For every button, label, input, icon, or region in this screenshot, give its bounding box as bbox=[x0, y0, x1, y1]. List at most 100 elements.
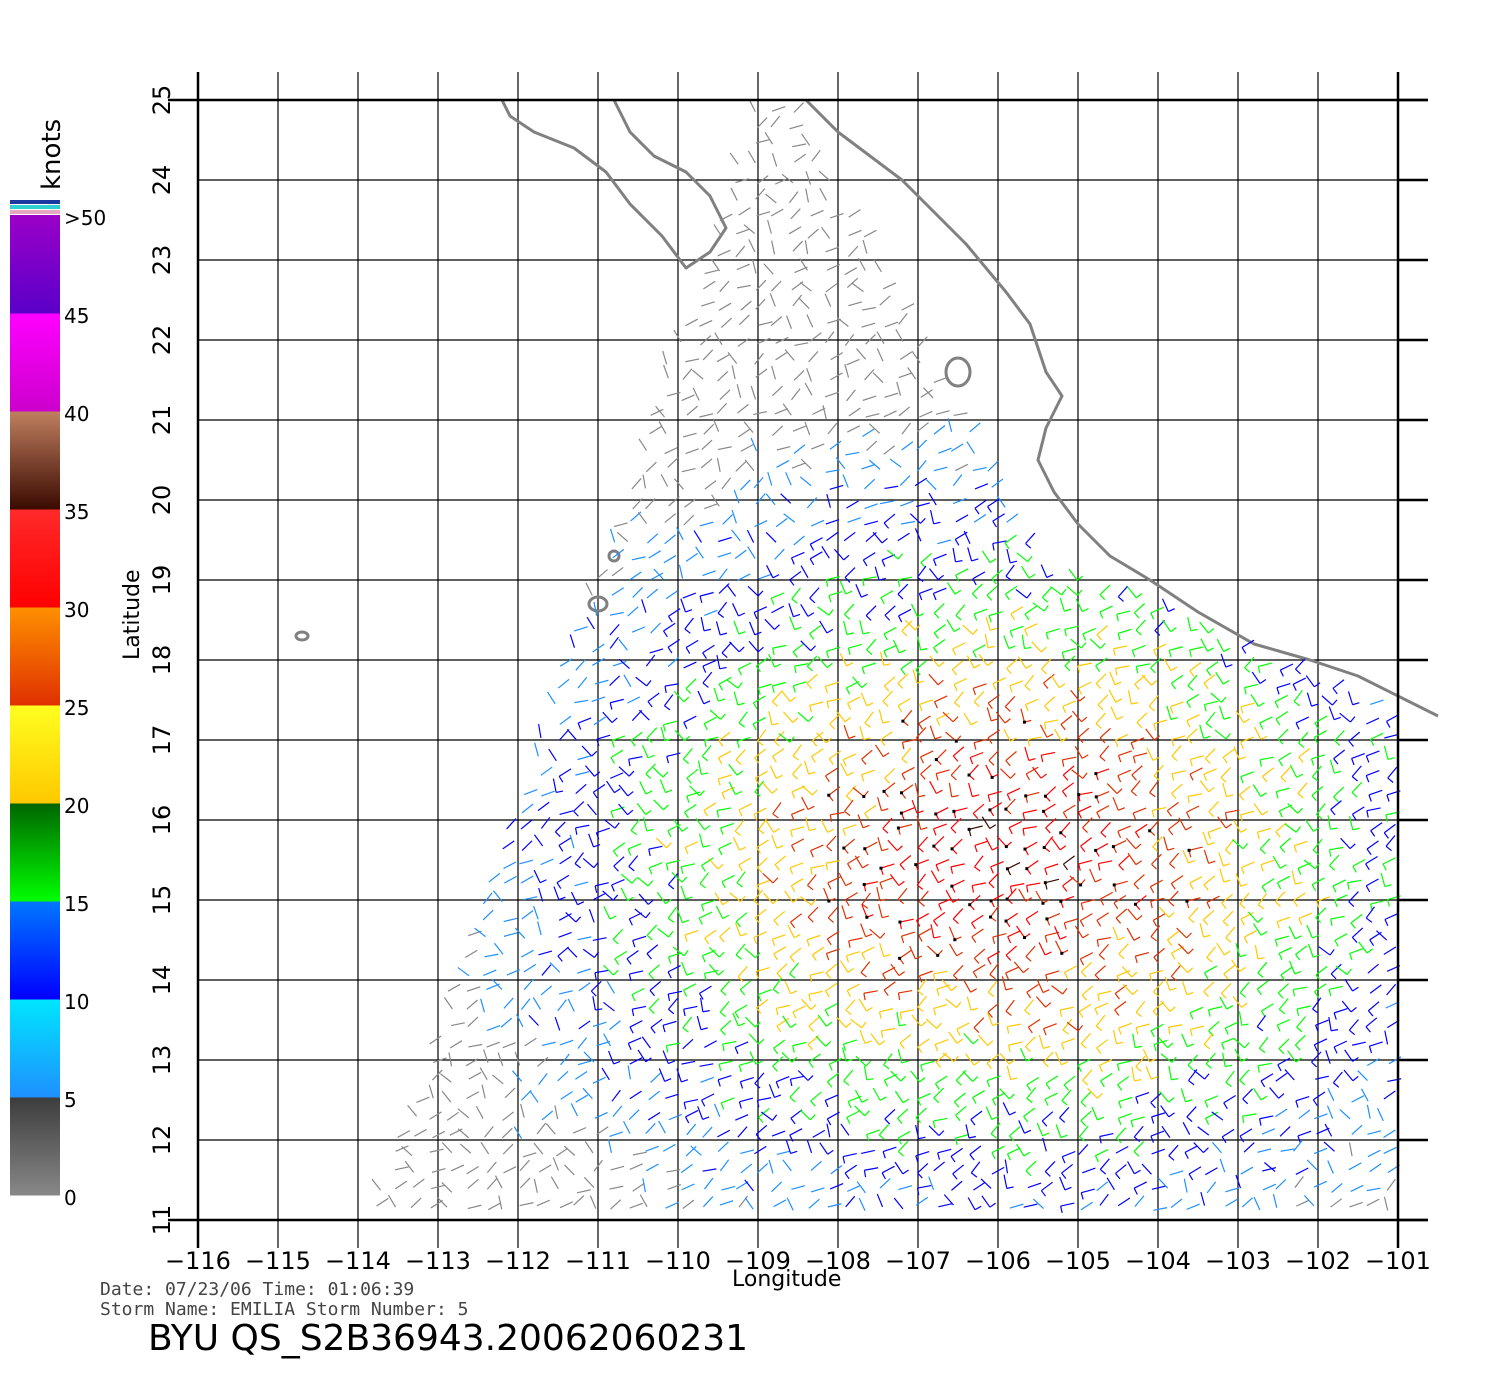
wind-vector bbox=[1269, 1087, 1280, 1099]
wind-vector bbox=[1277, 1057, 1291, 1066]
wind-barb-tick bbox=[1061, 737, 1068, 742]
wind-vector bbox=[718, 731, 731, 742]
wind-vector bbox=[516, 1014, 524, 1028]
wind-barb-tick bbox=[756, 1007, 762, 1014]
wind-barb-tick bbox=[614, 958, 620, 966]
wind-vector bbox=[736, 263, 750, 271]
wind-vector bbox=[826, 860, 840, 864]
wind-barb-tick bbox=[1239, 966, 1246, 972]
wind-vector bbox=[1298, 912, 1313, 919]
wind-vector bbox=[511, 1070, 523, 1082]
wind-vector bbox=[868, 423, 881, 434]
wind-vector bbox=[763, 892, 774, 904]
wind-vector bbox=[1324, 1123, 1333, 1137]
wind-vector bbox=[1312, 997, 1322, 1010]
wind-vector bbox=[878, 1124, 890, 1136]
wind-vector bbox=[1293, 1139, 1303, 1152]
wind-vector bbox=[950, 443, 964, 452]
wind-barb-tick bbox=[794, 626, 802, 631]
wind-barb-tick bbox=[1025, 543, 1032, 549]
wind-vector bbox=[884, 485, 899, 490]
wind-vector bbox=[830, 1165, 843, 1175]
wind-vector bbox=[1207, 826, 1222, 833]
wind-vector bbox=[830, 352, 844, 361]
wind-vector bbox=[969, 1145, 982, 1155]
wind-vector bbox=[826, 835, 837, 847]
wind-barb-tick bbox=[1333, 1012, 1337, 1020]
wind-vector bbox=[1261, 1128, 1276, 1135]
wind-barb-tick bbox=[701, 1099, 706, 1107]
wind-barb-tick bbox=[595, 832, 600, 840]
wind-barb-tick bbox=[737, 668, 743, 676]
wind-vector bbox=[843, 620, 848, 635]
wind-barb-tick bbox=[612, 938, 619, 945]
wind-barb-tick bbox=[1134, 1079, 1142, 1082]
wind-barb-tick bbox=[1080, 971, 1087, 978]
wind-barb-tick bbox=[881, 1172, 886, 1180]
wind-vector bbox=[791, 808, 805, 815]
wind-vector bbox=[1133, 1181, 1147, 1189]
wind-vector bbox=[1348, 731, 1361, 742]
wind-vector bbox=[1330, 1198, 1343, 1208]
wind-vector bbox=[1021, 565, 1030, 579]
wind-vector bbox=[1044, 719, 1059, 724]
wind-vector bbox=[1177, 962, 1189, 974]
wind-vector bbox=[911, 1014, 922, 1027]
wind-barb-tick bbox=[824, 990, 830, 998]
wind-vector bbox=[956, 1022, 970, 1030]
wind-barb-tick bbox=[1116, 614, 1119, 622]
wind-barb-tick bbox=[630, 740, 636, 747]
wind-barb-tick bbox=[809, 850, 814, 858]
wind-vector bbox=[1171, 783, 1183, 794]
wind-vector bbox=[1025, 1036, 1036, 1048]
wind-vector bbox=[758, 321, 773, 326]
wind-vector bbox=[626, 950, 639, 960]
wind-barb-tick bbox=[1062, 774, 1069, 781]
wind-vector bbox=[1262, 1167, 1277, 1172]
wind-vector bbox=[1005, 945, 1017, 956]
wind-vector bbox=[671, 871, 683, 883]
wind-vector bbox=[737, 966, 748, 978]
colorbar-segment bbox=[10, 1097, 60, 1196]
wind-vector bbox=[1205, 1111, 1219, 1119]
wind-vector bbox=[918, 890, 929, 903]
wind-barb-tick bbox=[554, 831, 561, 838]
wind-vector bbox=[720, 979, 731, 991]
wind-barb-tick bbox=[1117, 775, 1122, 783]
wind-vector bbox=[738, 857, 752, 866]
wind-vector bbox=[1142, 1049, 1150, 1063]
wind-vector bbox=[566, 728, 577, 741]
wind-vector bbox=[844, 567, 856, 578]
wind-vector bbox=[1043, 835, 1054, 848]
wind-vector bbox=[1261, 1003, 1274, 1012]
wind-vector bbox=[699, 413, 714, 418]
wind-barb-tick bbox=[1239, 903, 1246, 909]
wind-vector bbox=[702, 570, 716, 577]
wind-barb-tick bbox=[1130, 1120, 1134, 1128]
wind-vector bbox=[963, 979, 972, 993]
wind-barb-tick bbox=[720, 827, 724, 835]
wind-vector bbox=[567, 998, 575, 1012]
wind-vector bbox=[727, 352, 738, 364]
wind-barb-tick bbox=[915, 1117, 922, 1124]
wind-vector bbox=[602, 711, 613, 723]
wind-barb-tick bbox=[1133, 936, 1141, 941]
wind-vector bbox=[917, 979, 927, 992]
wind-barb-tick bbox=[1080, 845, 1086, 853]
wind-vector bbox=[735, 1114, 749, 1121]
wind-vector bbox=[1277, 728, 1289, 740]
wind-barb-tick bbox=[611, 717, 618, 724]
wind-barb-tick bbox=[845, 1022, 852, 1028]
wind-barb-tick bbox=[664, 705, 671, 711]
barb-dot bbox=[1111, 845, 1115, 849]
wind-vector bbox=[523, 978, 534, 991]
wind-barb-tick bbox=[614, 822, 620, 829]
wind-vector bbox=[685, 358, 700, 363]
wind-barb-tick bbox=[1113, 648, 1116, 656]
wind-barb-tick bbox=[1169, 863, 1176, 869]
wind-vector bbox=[872, 531, 883, 544]
wind-vector bbox=[1287, 803, 1299, 814]
wind-barb-tick bbox=[594, 972, 597, 980]
wind-barb-tick bbox=[1203, 735, 1211, 739]
wind-barb-tick bbox=[953, 684, 958, 692]
